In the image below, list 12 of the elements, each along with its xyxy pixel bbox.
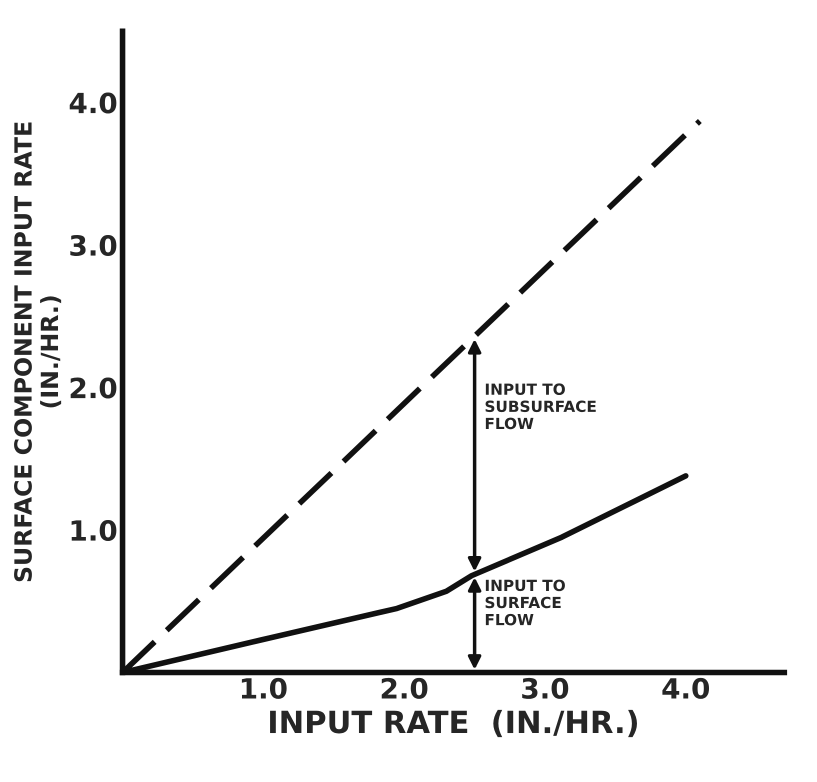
- x-tick-label: 1.0: [242, 678, 287, 699]
- annotation: INPUT TO SUBSURFACE FLOW: [486, 383, 596, 430]
- y-tick-label: 3.0: [70, 234, 116, 256]
- x-tick-label: 2.0: [382, 678, 428, 699]
- x-tick-label: 3.0: [522, 678, 568, 699]
- x-tick-label: 4.0: [662, 678, 710, 699]
- annotation: INPUT TO SURFACE FLOW: [486, 580, 565, 626]
- y-tick-label: 2.0: [70, 377, 116, 398]
- y-tick-label: 1.0: [72, 520, 116, 541]
- y-axis-title: SURFACE COMPONENT INPUT RATE (IN./HR.): [14, 122, 62, 582]
- y-tick-label: 4.0: [70, 92, 116, 114]
- x-axis-title: INPUT RATE (IN./HR.): [270, 710, 637, 738]
